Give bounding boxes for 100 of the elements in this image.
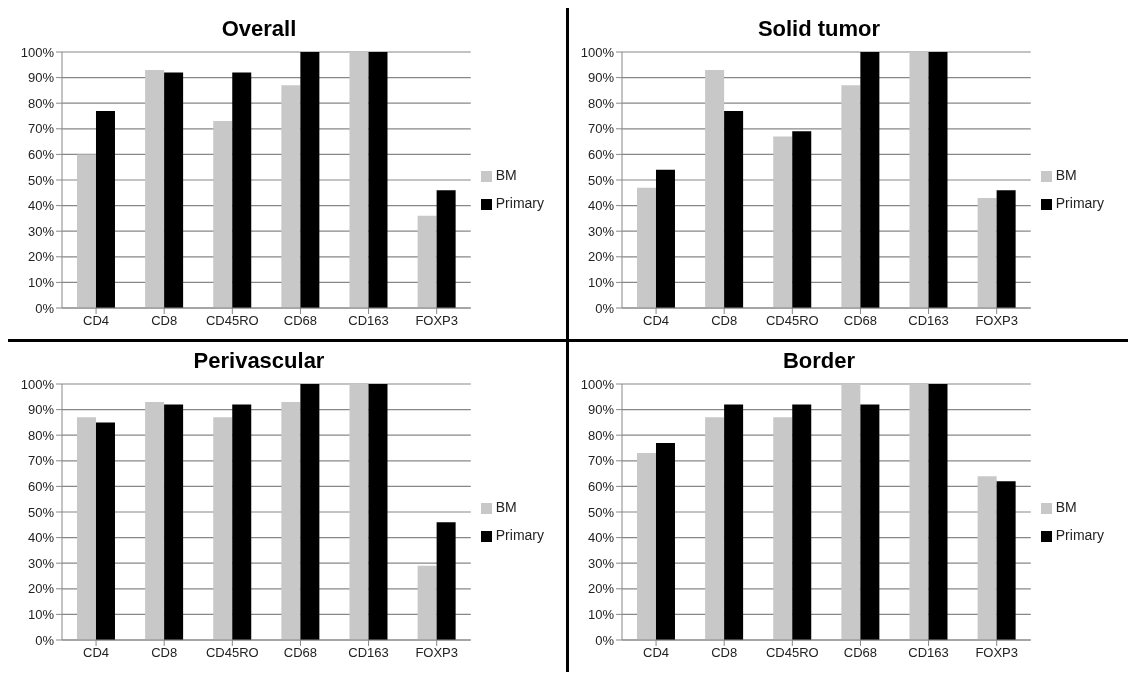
- bar: [636, 453, 656, 640]
- legend-label: Primary: [495, 195, 544, 211]
- y-tick-label: 80%: [27, 95, 55, 111]
- bar: [928, 384, 948, 640]
- y-tick-label: 20%: [587, 249, 615, 265]
- bar: [300, 384, 320, 640]
- bar: [996, 190, 1016, 308]
- x-tick-label: FOXP3: [415, 645, 459, 661]
- bar: [281, 401, 301, 640]
- x-tick-label: CD163: [908, 645, 949, 661]
- x-tick-label: CD4: [83, 645, 110, 661]
- legend-label: BM: [495, 499, 517, 515]
- bar: [368, 52, 388, 308]
- bar: [417, 565, 437, 640]
- bar: [909, 52, 929, 308]
- y-tick-label: 0%: [35, 632, 55, 648]
- bar: [977, 476, 997, 640]
- bar: [145, 401, 165, 640]
- y-tick-label: 60%: [27, 147, 55, 163]
- y-tick-label: 90%: [27, 402, 55, 418]
- bar: [705, 69, 725, 308]
- x-tick-label: CD163: [908, 313, 949, 329]
- bar: [213, 417, 233, 640]
- bar: [232, 404, 252, 640]
- y-tick-label: 30%: [27, 223, 55, 239]
- chart-title: Perivascular: [192, 347, 326, 375]
- x-tick-label: FOXP3: [975, 313, 1019, 329]
- x-tick-label: FOXP3: [975, 645, 1019, 661]
- legend-label: Primary: [495, 527, 544, 543]
- legend-label: BM: [1055, 167, 1077, 183]
- bar: [724, 404, 744, 640]
- bar: [281, 85, 301, 308]
- bar: [773, 417, 793, 640]
- bar: [860, 404, 880, 640]
- bar: [705, 417, 725, 640]
- y-tick-label: 90%: [27, 70, 55, 86]
- y-tick-label: 10%: [27, 275, 55, 291]
- bar: [164, 404, 184, 640]
- bar: [977, 197, 997, 308]
- bar: [300, 52, 320, 308]
- y-tick-label: 20%: [27, 249, 55, 265]
- y-tick-label: 60%: [587, 479, 615, 495]
- bar: [349, 384, 369, 640]
- y-tick-label: 80%: [587, 95, 615, 111]
- bar: [841, 85, 861, 308]
- bar: [417, 215, 437, 308]
- x-tick-label: CD163: [348, 645, 389, 661]
- chart-title: Border: [781, 347, 857, 375]
- bar: [773, 136, 793, 308]
- y-tick-label: 40%: [587, 198, 615, 214]
- y-tick-label: 30%: [27, 555, 55, 571]
- bar: [76, 417, 96, 640]
- y-tick-label: 50%: [27, 172, 55, 188]
- bar: [436, 522, 456, 640]
- bar: [841, 384, 861, 640]
- x-tick-label: CD68: [283, 645, 318, 661]
- bar: [232, 72, 252, 308]
- x-tick-label: CD45RO: [205, 313, 259, 329]
- bar: [349, 52, 369, 308]
- bar: [636, 187, 656, 308]
- bar: [909, 384, 929, 640]
- y-tick-label: 0%: [595, 632, 615, 648]
- y-tick-label: 100%: [580, 44, 615, 60]
- y-tick-label: 70%: [27, 453, 55, 469]
- y-tick-label: 40%: [587, 530, 615, 546]
- y-tick-label: 50%: [27, 504, 55, 520]
- chart-title: Overall: [220, 15, 298, 43]
- y-tick-label: 50%: [587, 172, 615, 188]
- bar: [213, 121, 233, 308]
- bar: [928, 52, 948, 308]
- x-tick-label: CD4: [643, 645, 670, 661]
- bar: [792, 404, 812, 640]
- y-tick-label: 50%: [587, 504, 615, 520]
- y-tick-label: 10%: [27, 607, 55, 623]
- x-tick-label: CD45RO: [765, 645, 819, 661]
- y-tick-label: 90%: [587, 70, 615, 86]
- bar: [76, 154, 96, 308]
- y-tick-label: 90%: [587, 402, 615, 418]
- y-tick-label: 70%: [587, 121, 615, 137]
- bar: [860, 52, 880, 308]
- y-tick-label: 0%: [35, 300, 55, 316]
- bar: [95, 422, 115, 640]
- x-tick-label: CD8: [711, 313, 738, 329]
- x-tick-label: CD68: [843, 313, 878, 329]
- legend-label: Primary: [1055, 195, 1104, 211]
- bar: [655, 169, 675, 308]
- x-tick-label: CD45RO: [205, 645, 259, 661]
- y-tick-label: 100%: [580, 376, 615, 392]
- bar: [724, 110, 744, 308]
- bar: [996, 481, 1016, 640]
- y-tick-label: 10%: [587, 275, 615, 291]
- y-tick-label: 70%: [587, 453, 615, 469]
- y-tick-label: 60%: [587, 147, 615, 163]
- y-tick-label: 40%: [27, 198, 55, 214]
- y-tick-label: 40%: [27, 530, 55, 546]
- y-tick-label: 20%: [587, 581, 615, 597]
- y-tick-label: 80%: [587, 427, 615, 443]
- y-tick-label: 30%: [587, 223, 615, 239]
- legend-label: BM: [1055, 499, 1077, 515]
- x-tick-label: CD4: [643, 313, 670, 329]
